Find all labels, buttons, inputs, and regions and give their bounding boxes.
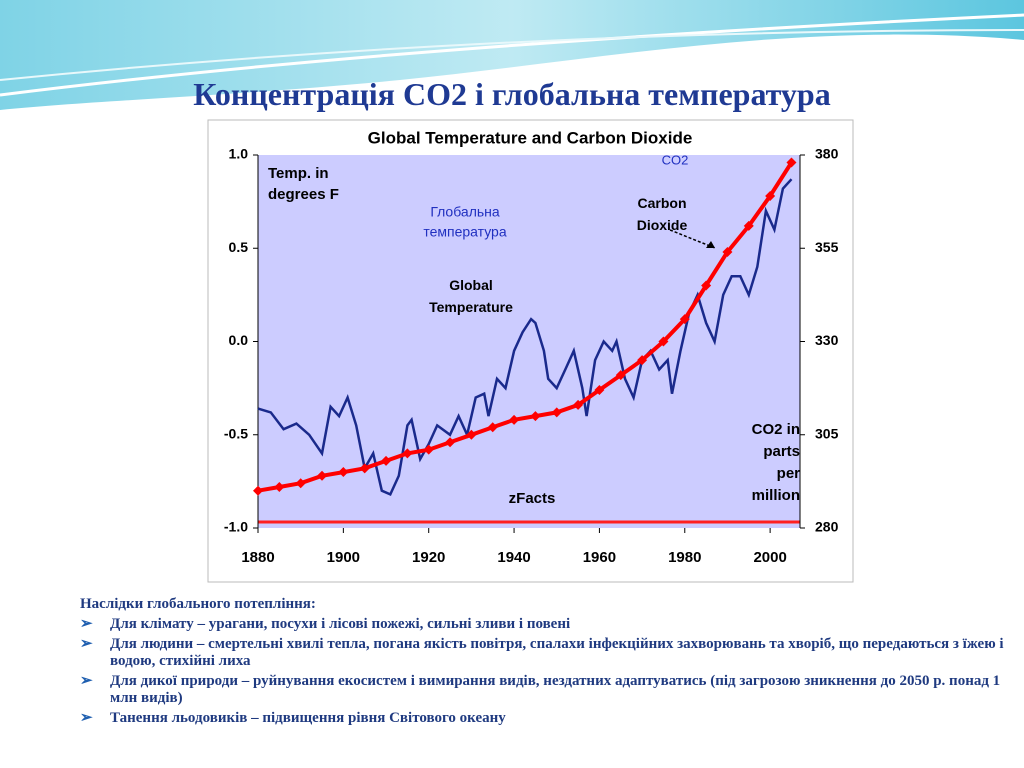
list-item: ➢ Для дикої природи – руйнування екосисте… [80,673,1010,707]
marker [786,157,797,168]
marker [274,481,285,492]
series-label-line: Dioxide [637,217,688,233]
y-tick-label: 1.0 [229,146,249,162]
y-tick-label: -1.0 [224,519,248,535]
item-text: Для людини – смертельні хвилі тепла, пог… [110,636,1004,669]
list-item: ➢ Танення льодовиків – підвищення рівня С… [80,710,1010,727]
y2-axis-label: CO2 in [752,421,800,438]
y2-tick-label: 305 [815,425,839,441]
consequences: Наслідки глобального потепління: ➢ Для кл… [80,596,1010,730]
source: zFacts [509,490,556,507]
list: ➢ Для клімату – урагани, посухи і лісові … [80,616,1010,727]
series-label: Global Temperature [429,277,513,315]
chart-title: Global Temperature and Carbon Dioxide [368,128,693,147]
bullet: ➢ [80,616,93,632]
x-tick-label: 1960 [583,549,616,566]
bullet: ➢ [80,636,93,652]
y2-tick-label: 280 [815,519,839,535]
marker [679,314,690,325]
marker [253,485,263,496]
y2-tick-label: 355 [815,239,839,255]
annotation: Глобальна [430,204,500,220]
marker [765,191,776,202]
annotation: температура [423,224,506,240]
arrow [669,229,716,249]
marker [381,455,392,466]
marker [466,429,477,440]
marker [551,407,562,418]
series-label-line: Temperature [429,299,513,315]
marker [530,411,541,422]
marker [295,478,306,489]
marker [658,336,669,347]
list-item: ➢ Для людини – смертельні хвилі тепла, по… [80,636,1010,670]
marker [402,448,413,459]
marker [423,444,434,455]
slide-title: Концентрація CO2 і глобальна температура [193,76,831,112]
x-tick-label: 1940 [497,549,530,566]
series-line [257,178,793,497]
y2-axis-label: per [777,465,801,482]
marker [509,414,520,425]
marker [594,384,605,395]
marker [743,220,754,231]
y-tick-label: -0.5 [224,425,248,441]
wave-line [0,29,1024,81]
y2-tick-label: 330 [815,332,839,348]
marker [637,355,648,366]
x-tick-label: 1980 [668,549,701,566]
marker [445,437,456,448]
x-tick-label: 1920 [412,549,445,566]
series-label-line: Carbon [638,195,687,211]
y2-axis-label: parts [763,443,800,460]
list-item: ➢ Для клімату – урагани, посухи і лісові … [80,616,1010,633]
bullet: ➢ [80,673,93,689]
item-text: Для дикої природи – руйнування екосистем… [110,673,1001,706]
bullet: ➢ [80,710,93,726]
marker [487,422,498,433]
marker [701,280,712,291]
item-text: Для клімату – урагани, посухи і лісові п… [110,616,571,632]
wave-line [0,13,1024,97]
marker [615,370,626,381]
marker [722,246,733,257]
x-tick-label: 2000 [753,549,786,566]
co2-label-ua: CO2 [662,152,689,167]
series-label: Carbon Dioxide [637,195,688,233]
series-label-line: Global [449,277,493,293]
x-tick-label: 1900 [327,549,360,566]
arrowhead [706,241,715,248]
y2-tick-label: 380 [815,146,839,162]
y-axis-label: degrees F [268,186,339,203]
marker [573,399,584,410]
y-tick-label: 0.5 [229,239,249,255]
marker [317,470,328,481]
plot-area [258,155,800,528]
y2-axis-label: million [752,487,800,504]
marker [338,467,349,478]
marker [359,463,370,474]
x-tick-label: 1880 [241,549,274,566]
y-axis-label: Temp. in [268,165,329,182]
y-tick-label: 0.0 [229,332,249,348]
item-text: Танення льодовиків – підвищення рівня Св… [110,710,506,726]
list-heading: Наслідки глобального потепління: [80,596,316,612]
